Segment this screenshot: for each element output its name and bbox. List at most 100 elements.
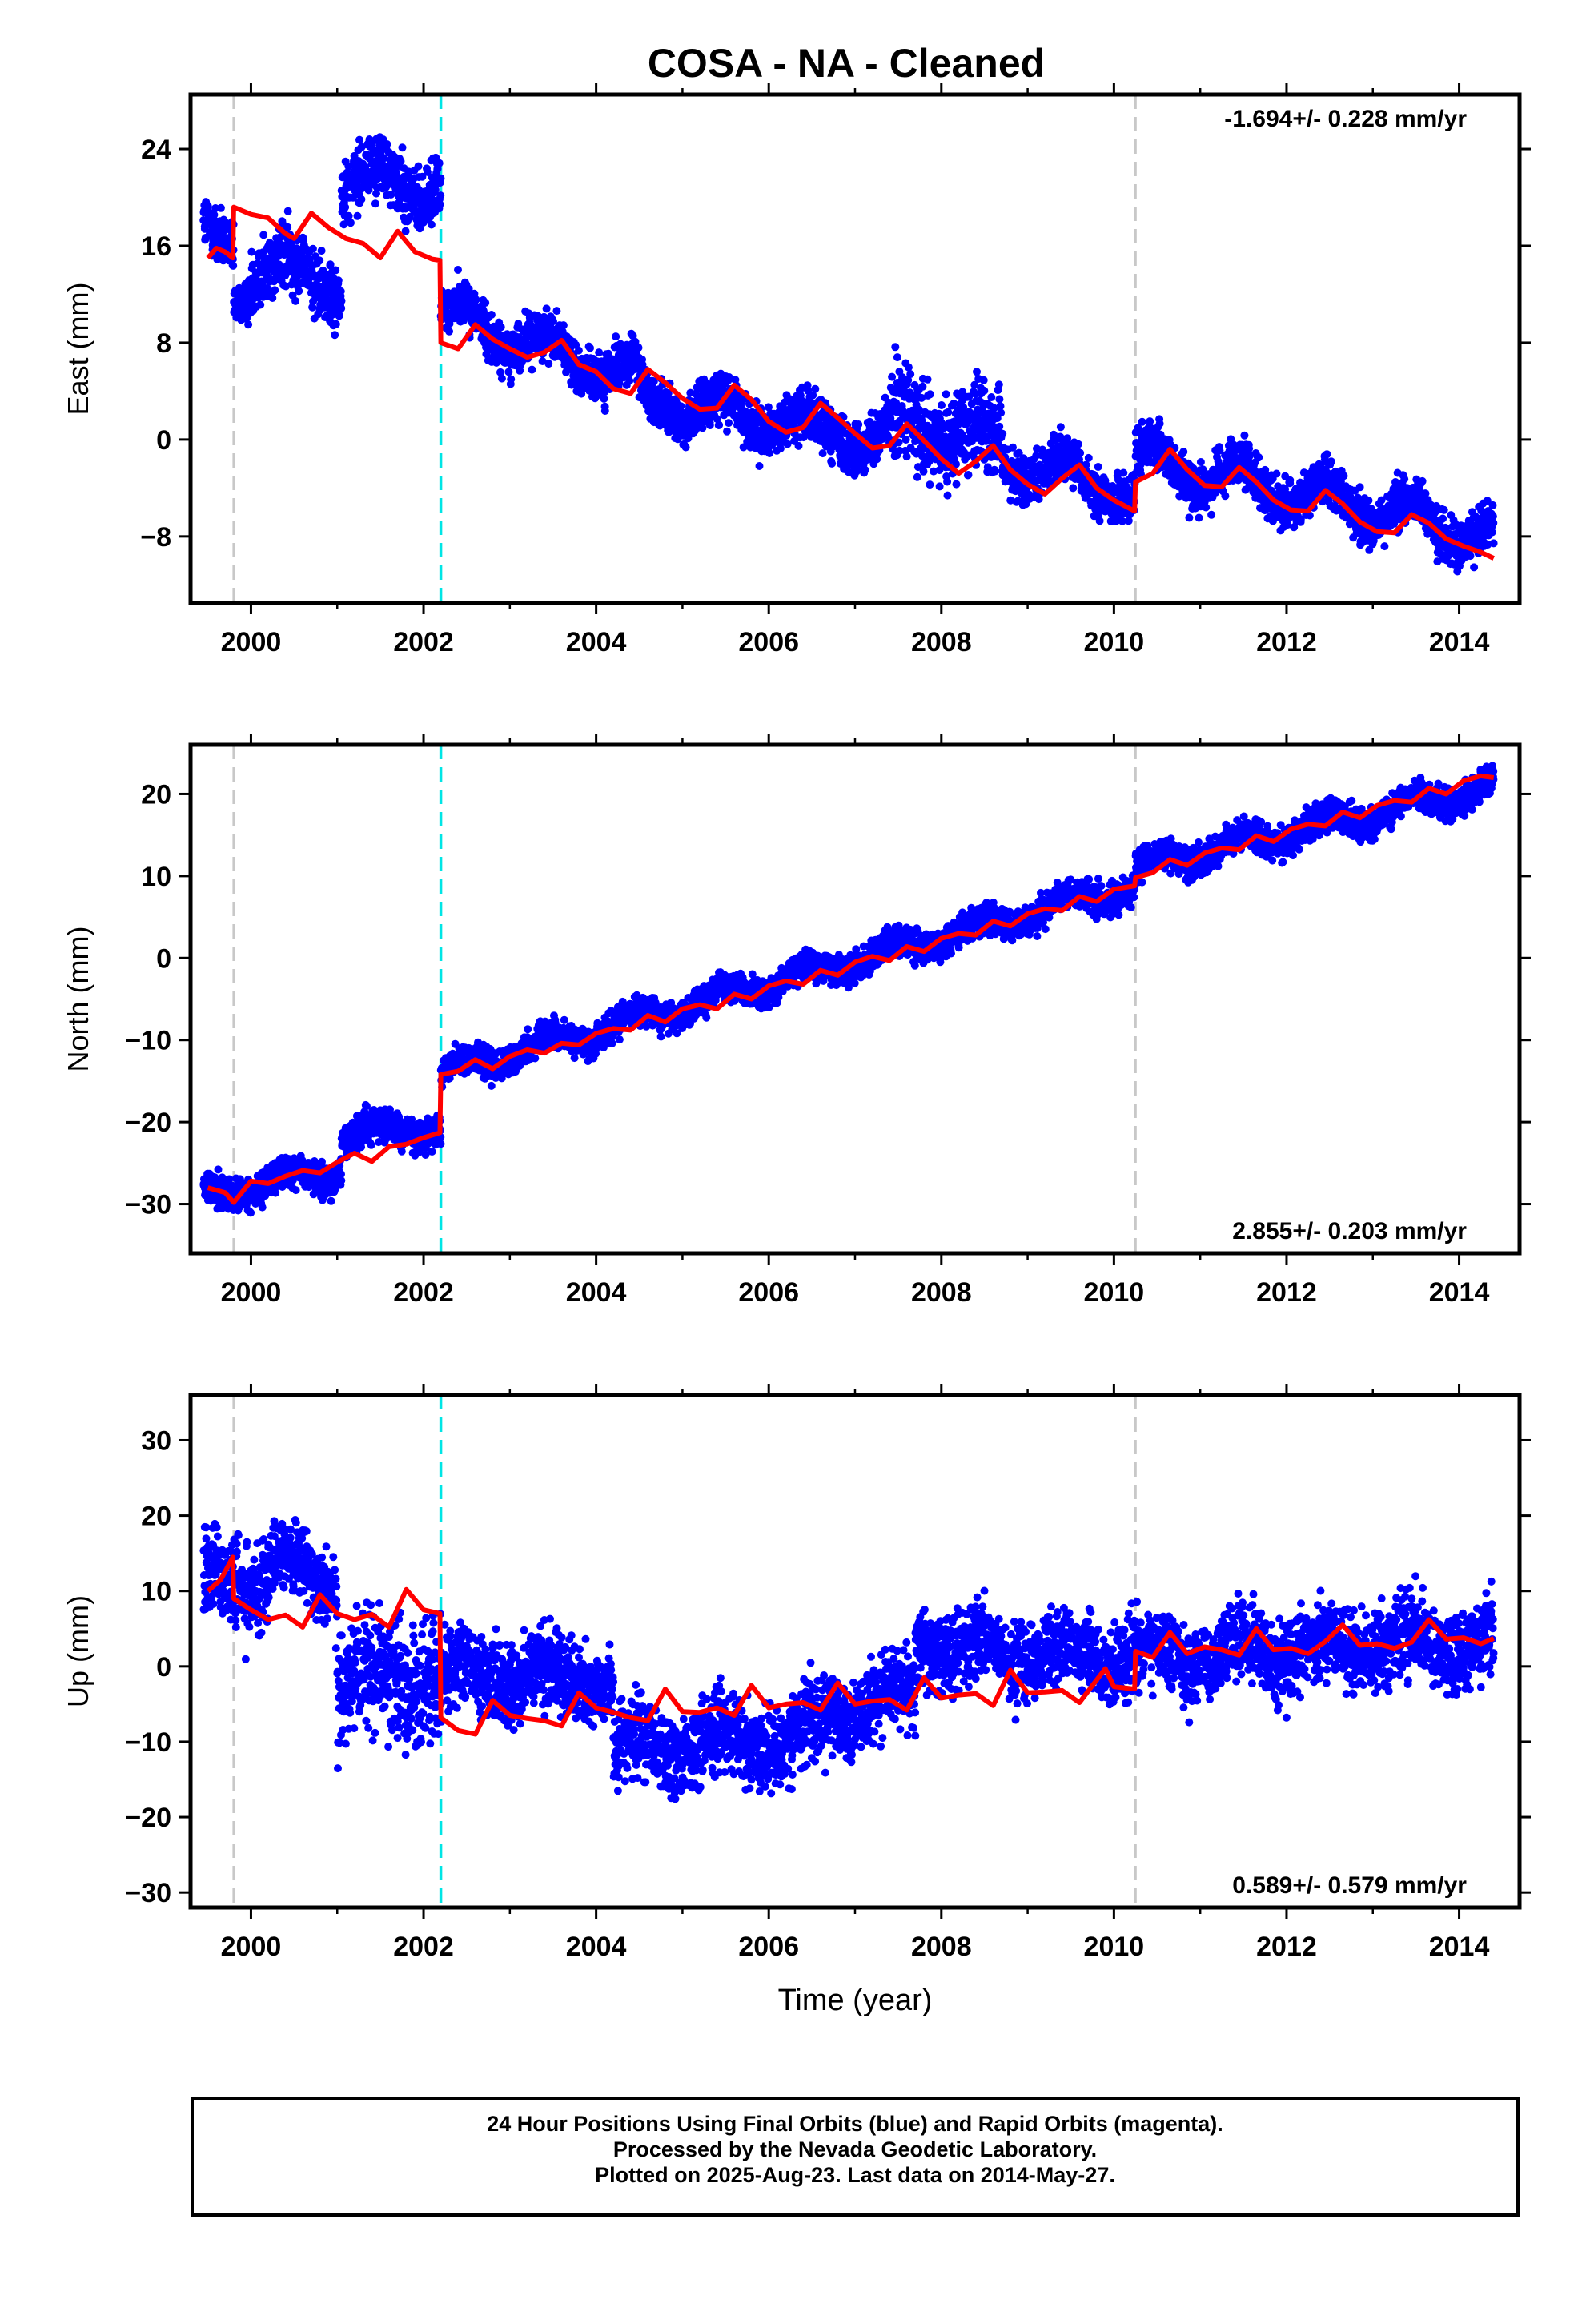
x-tick-label: 2014 bbox=[1429, 627, 1490, 657]
data-point bbox=[1323, 450, 1331, 459]
data-point bbox=[926, 480, 934, 489]
data-point bbox=[764, 403, 773, 412]
data-point bbox=[926, 390, 934, 399]
data-point bbox=[235, 283, 243, 292]
data-point bbox=[901, 436, 910, 444]
data-point bbox=[1185, 513, 1194, 522]
data-point bbox=[331, 331, 339, 340]
data-point bbox=[979, 376, 988, 384]
data-point bbox=[973, 368, 981, 376]
data-point bbox=[542, 304, 551, 313]
data-point bbox=[891, 343, 900, 352]
data-point bbox=[995, 422, 1004, 431]
data-point bbox=[943, 477, 952, 486]
data-point bbox=[1240, 431, 1249, 440]
data-point bbox=[271, 286, 279, 295]
data-point bbox=[1364, 496, 1373, 505]
data-point bbox=[811, 384, 820, 393]
data-point bbox=[259, 231, 268, 239]
data-point bbox=[347, 219, 355, 227]
data-point bbox=[396, 157, 405, 166]
x-tick-label: 2000 bbox=[221, 627, 282, 657]
y-tick-label: 0 bbox=[156, 425, 171, 456]
data-point bbox=[713, 415, 721, 424]
data-point bbox=[481, 299, 490, 307]
x-tick-label: 2008 bbox=[911, 627, 972, 657]
data-point bbox=[1355, 483, 1364, 492]
data-point bbox=[755, 462, 764, 470]
data-point bbox=[445, 320, 454, 328]
data-point bbox=[1488, 501, 1497, 509]
data-point bbox=[496, 368, 504, 376]
data-point bbox=[371, 199, 379, 208]
velocity-annotation: -1.694+/- 0.228 mm/yr bbox=[1224, 106, 1467, 132]
data-point bbox=[1221, 492, 1230, 501]
data-point bbox=[331, 320, 340, 328]
data-point bbox=[492, 358, 500, 367]
x-tick-label: 2002 bbox=[393, 627, 454, 657]
data-point bbox=[987, 393, 996, 401]
data-point bbox=[383, 140, 391, 148]
data-point bbox=[725, 375, 733, 384]
y-tick-label: 16 bbox=[141, 231, 171, 262]
data-point bbox=[337, 296, 346, 305]
data-point bbox=[216, 203, 225, 212]
data-point bbox=[364, 186, 373, 195]
data-point bbox=[776, 444, 785, 452]
data-point bbox=[341, 203, 350, 211]
data-point bbox=[445, 327, 453, 336]
data-point bbox=[1470, 563, 1479, 572]
data-point bbox=[418, 172, 427, 181]
data-point bbox=[1056, 423, 1065, 432]
y-axis-label: East (mm) bbox=[62, 283, 94, 416]
data-point bbox=[698, 424, 707, 432]
data-point bbox=[344, 211, 353, 220]
data-point bbox=[1255, 453, 1263, 462]
data-point bbox=[504, 368, 513, 376]
data-point bbox=[1489, 539, 1498, 548]
data-point bbox=[1400, 475, 1409, 484]
data-point bbox=[436, 200, 444, 209]
data-point bbox=[950, 399, 958, 408]
data-point bbox=[1489, 518, 1498, 527]
data-point bbox=[625, 376, 634, 385]
data-point bbox=[1155, 420, 1164, 428]
data-point bbox=[436, 174, 445, 183]
data-point bbox=[308, 244, 317, 253]
data-point bbox=[1074, 440, 1082, 448]
data-point bbox=[1095, 517, 1104, 525]
data-point bbox=[923, 375, 932, 384]
x-tick-label: 2004 bbox=[566, 627, 627, 657]
data-point bbox=[416, 224, 424, 233]
data-point bbox=[544, 360, 553, 368]
data-point bbox=[291, 296, 300, 305]
data-point bbox=[906, 370, 915, 379]
data-point bbox=[917, 393, 926, 402]
data-point bbox=[600, 394, 608, 403]
data-point bbox=[944, 408, 953, 416]
data-point bbox=[586, 344, 594, 352]
data-point bbox=[991, 467, 999, 476]
figure-title: COSA - NA - Cleaned bbox=[648, 41, 1045, 86]
data-point bbox=[283, 223, 292, 231]
plot-area bbox=[199, 94, 1498, 603]
plot-area bbox=[199, 745, 1498, 1253]
data-point bbox=[681, 443, 690, 452]
data-point bbox=[1094, 463, 1102, 471]
data-point bbox=[952, 460, 960, 468]
data-point bbox=[1138, 417, 1146, 426]
x-tick-label: 2010 bbox=[1084, 627, 1145, 657]
data-point bbox=[336, 287, 345, 296]
data-point bbox=[888, 372, 897, 381]
data-point bbox=[401, 227, 410, 235]
data-point bbox=[335, 311, 343, 320]
data-point bbox=[244, 320, 253, 329]
data-point bbox=[1339, 472, 1348, 480]
data-point bbox=[549, 317, 557, 326]
data-point bbox=[414, 162, 423, 171]
data-point bbox=[357, 195, 366, 203]
data-point bbox=[917, 416, 926, 425]
data-point bbox=[275, 260, 283, 269]
data-point bbox=[980, 386, 989, 395]
